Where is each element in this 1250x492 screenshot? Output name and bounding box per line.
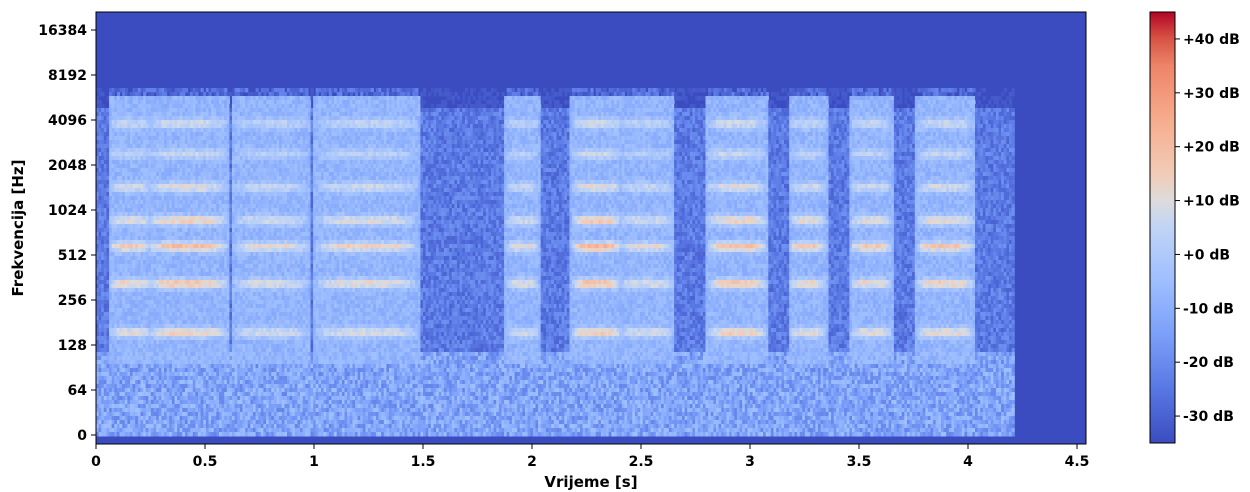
spectrogram-cell xyxy=(185,88,188,93)
spectrogram-plot-area xyxy=(96,12,1086,444)
spectrogram-cell xyxy=(195,92,198,97)
spectrogram-cell xyxy=(99,88,102,93)
spectrogram-cell xyxy=(227,100,230,105)
spectrogram-cell xyxy=(138,92,141,97)
spectrogram-cell xyxy=(117,92,120,97)
spectrogram-cell xyxy=(164,92,167,97)
spectrogram-cell xyxy=(99,100,102,105)
spectrogram-cell xyxy=(182,92,185,97)
spectrogram-cell xyxy=(151,92,154,97)
spectrogram-cell xyxy=(101,92,104,97)
spectrogram-cell xyxy=(245,88,248,93)
spectrogram-cell xyxy=(143,92,146,97)
spectrogram-cell xyxy=(101,104,104,109)
spectrogram-cells xyxy=(96,88,1015,437)
spectrogram-cell xyxy=(240,92,243,97)
spectrogram-cell xyxy=(227,96,230,101)
spectrogram-cell xyxy=(112,92,115,97)
spectrogram-cell xyxy=(209,92,212,97)
spectrogram-cell xyxy=(224,88,227,93)
spectrogram-cell xyxy=(125,88,128,93)
spectrogram-cell xyxy=(201,88,204,93)
spectrogram-cell xyxy=(169,88,172,93)
